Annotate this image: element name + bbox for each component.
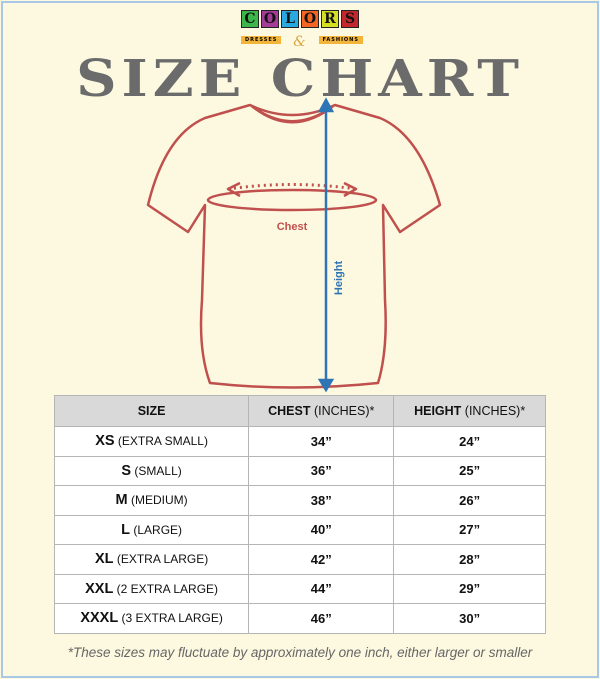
height-cell: 29” [393,573,546,604]
logo-letter: O [261,10,279,28]
table-row: XXXL (3 EXTRA LARGE) 46” 30” [53,603,546,634]
height-arrow-bottom [317,378,335,393]
chest-value: 46” [310,610,332,626]
chest-cell: 42” [248,544,395,575]
size-cell: L (LARGE) [53,514,250,545]
chest-ellipse [206,188,378,212]
height-value: 24” [459,433,481,449]
height-arrow-top [317,97,335,113]
logo-letter: L [281,10,299,28]
logo-ampersand: & [293,34,307,50]
size-code: XL [94,551,114,568]
page-title: SIZE CHART [76,49,524,109]
height-cell: 26” [393,485,546,516]
table-row: S (SMALL) 36” 25” [53,455,546,486]
column-header: CHEST (INCHES)* [248,395,395,427]
logo-letter: R [321,10,339,28]
size-cell: M (MEDIUM) [53,485,250,516]
size-desc: (EXTRA SMALL) [114,434,208,449]
size-cell: XXXL (3 EXTRA LARGE) [53,603,250,634]
chest-dotted-line [227,183,357,191]
size-code: XXL [85,580,114,597]
chest-value: 44” [310,581,332,597]
chest-cell: 38” [248,485,395,516]
height-value: 27” [459,522,481,538]
chest-arrow-right [343,181,358,198]
size-desc: (SMALL) [131,463,182,478]
size-cell: XXL (2 EXTRA LARGE) [53,573,250,604]
shirt-outline [146,103,442,389]
size-code: M [115,492,128,509]
size-cell: XS (EXTRA SMALL) [53,426,250,457]
table-row: XL (EXTRA LARGE) 42” 28” [53,544,546,575]
height-value: 25” [459,463,481,479]
height-cell: 24” [393,426,546,457]
chest-label: Chest [277,221,308,233]
chest-cell: 40” [248,514,395,545]
header-main: CHEST [268,404,311,418]
chest-cell: 46” [248,603,395,634]
header-unit: (INCHES)* [310,404,375,418]
logo-fashions: FASHIONS [318,36,363,44]
height-cell: 27” [393,514,546,545]
header-main: SIZE [137,404,166,418]
header-main: HEIGHT [414,404,462,418]
size-desc: (MEDIUM) [127,493,188,508]
size-code: XS [95,433,115,450]
chest-value: 42” [310,551,332,567]
height-label: Height [333,261,345,296]
chest-cell: 44” [248,573,395,604]
size-code: L [121,521,131,538]
column-header: HEIGHT (INCHES)* [393,395,546,427]
footnote: *These sizes may fluctuate by approximat… [67,645,533,660]
table-row: XXL (2 EXTRA LARGE) 44” 29” [53,573,546,604]
height-value: 26” [459,492,481,508]
size-table: SIZE CHEST (INCHES)* HEIGHT (INCHES)* XS (… [53,395,546,634]
table-row: L (LARGE) 40” 27” [53,514,546,545]
chest-value: 38” [310,492,332,508]
size-cell: XL (EXTRA LARGE) [53,544,250,575]
chest-arrow-left [226,181,241,198]
height-cell: 30” [393,603,546,634]
chest-value: 36” [310,463,332,479]
size-code: XXXL [80,610,119,627]
size-desc: (2 EXTRA LARGE) [113,581,219,596]
tshirt-diagram: Chest Height [146,97,442,393]
height-cell: 25” [393,455,546,486]
size-code: S [121,462,132,479]
size-desc: (3 EXTRA LARGE) [118,611,223,626]
table-row: XS (EXTRA SMALL) 34” 24” [53,426,546,457]
size-desc: (LARGE) [130,522,183,537]
height-value: 30” [459,610,481,626]
height-cell: 28” [393,544,546,575]
chest-value: 40” [310,522,332,538]
chest-cell: 36” [248,455,395,486]
chest-value: 34” [310,433,332,449]
size-cell: S (SMALL) [53,455,250,486]
logo-letter: C [241,10,259,28]
chest-cell: 34” [248,426,395,457]
table-row: M (MEDIUM) 38” 26” [53,485,546,516]
height-value: 28” [459,551,481,567]
logo-letter: O [301,10,319,28]
header-unit: (INCHES)* [461,404,526,418]
logo-dresses: DRESSES [241,36,282,44]
column-header: SIZE [53,395,250,427]
size-desc: (EXTRA LARGE) [113,552,209,567]
logo-letter: S [341,10,359,28]
height-value: 29” [459,581,481,597]
